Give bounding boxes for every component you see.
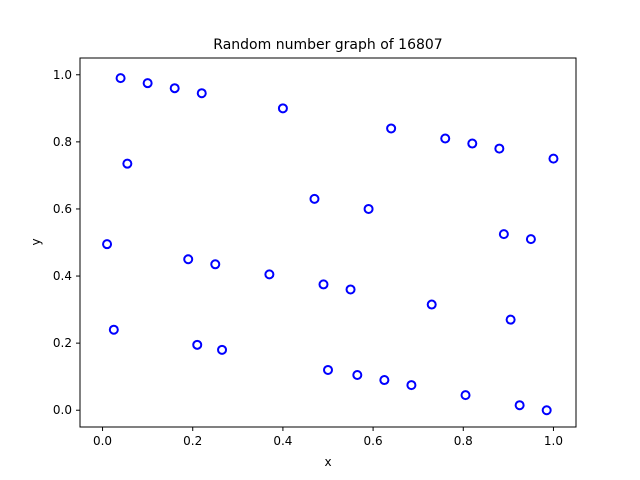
data-point	[363, 203, 374, 214]
data-point	[264, 269, 275, 280]
x-axis-label: x	[324, 455, 331, 469]
x-tick-label: 0.0	[93, 434, 112, 448]
y-tick-label: 1.0	[53, 68, 72, 82]
data-point	[309, 193, 320, 204]
data-point	[494, 143, 505, 154]
x-tick-label: 0.8	[454, 434, 473, 448]
data-point	[192, 339, 203, 350]
data-point	[379, 375, 390, 386]
data-point	[525, 234, 536, 245]
data-point	[352, 370, 363, 381]
x-tick-label: 0.2	[183, 434, 202, 448]
data-point	[210, 259, 221, 270]
data-point	[115, 73, 126, 84]
data-point	[467, 138, 478, 149]
data-point	[102, 239, 113, 250]
y-tick-label: 0.0	[53, 403, 72, 417]
y-tick-label: 0.6	[53, 202, 72, 216]
y-tick-label: 0.4	[53, 269, 72, 283]
plot-frame	[79, 57, 577, 428]
data-point	[426, 299, 437, 310]
axis-ticks: 0.0 0.2 0.4 0.6 0.8 1.0 0.0 0.2 0.4 0.6 0.8 1.0	[53, 68, 563, 448]
data-point	[122, 158, 133, 169]
data-point	[548, 153, 559, 164]
data-point	[505, 314, 516, 325]
data-point	[386, 123, 397, 134]
x-tick-label: 1.0	[544, 434, 563, 448]
data-point	[277, 103, 288, 114]
data-point	[406, 380, 417, 391]
data-point	[498, 229, 509, 240]
data-point	[142, 78, 153, 89]
y-axis-label: y	[29, 238, 43, 245]
data-point	[183, 254, 194, 265]
data-points	[102, 73, 559, 416]
data-point	[169, 83, 180, 94]
x-tick-label: 0.4	[273, 434, 292, 448]
data-point	[323, 364, 333, 375]
data-point	[541, 405, 552, 416]
data-point	[196, 88, 207, 99]
data-point	[514, 400, 525, 411]
y-tick-label: 0.2	[53, 336, 72, 350]
y-tick-label: 0.8	[53, 135, 72, 149]
data-point	[460, 390, 471, 401]
data-point	[108, 324, 119, 335]
x-tick-label: 0.6	[364, 434, 383, 448]
data-point	[318, 279, 329, 290]
data-point	[217, 344, 228, 355]
data-point	[440, 133, 451, 144]
data-point	[345, 284, 356, 295]
chart-title: Random number graph of 16807	[213, 37, 442, 53]
